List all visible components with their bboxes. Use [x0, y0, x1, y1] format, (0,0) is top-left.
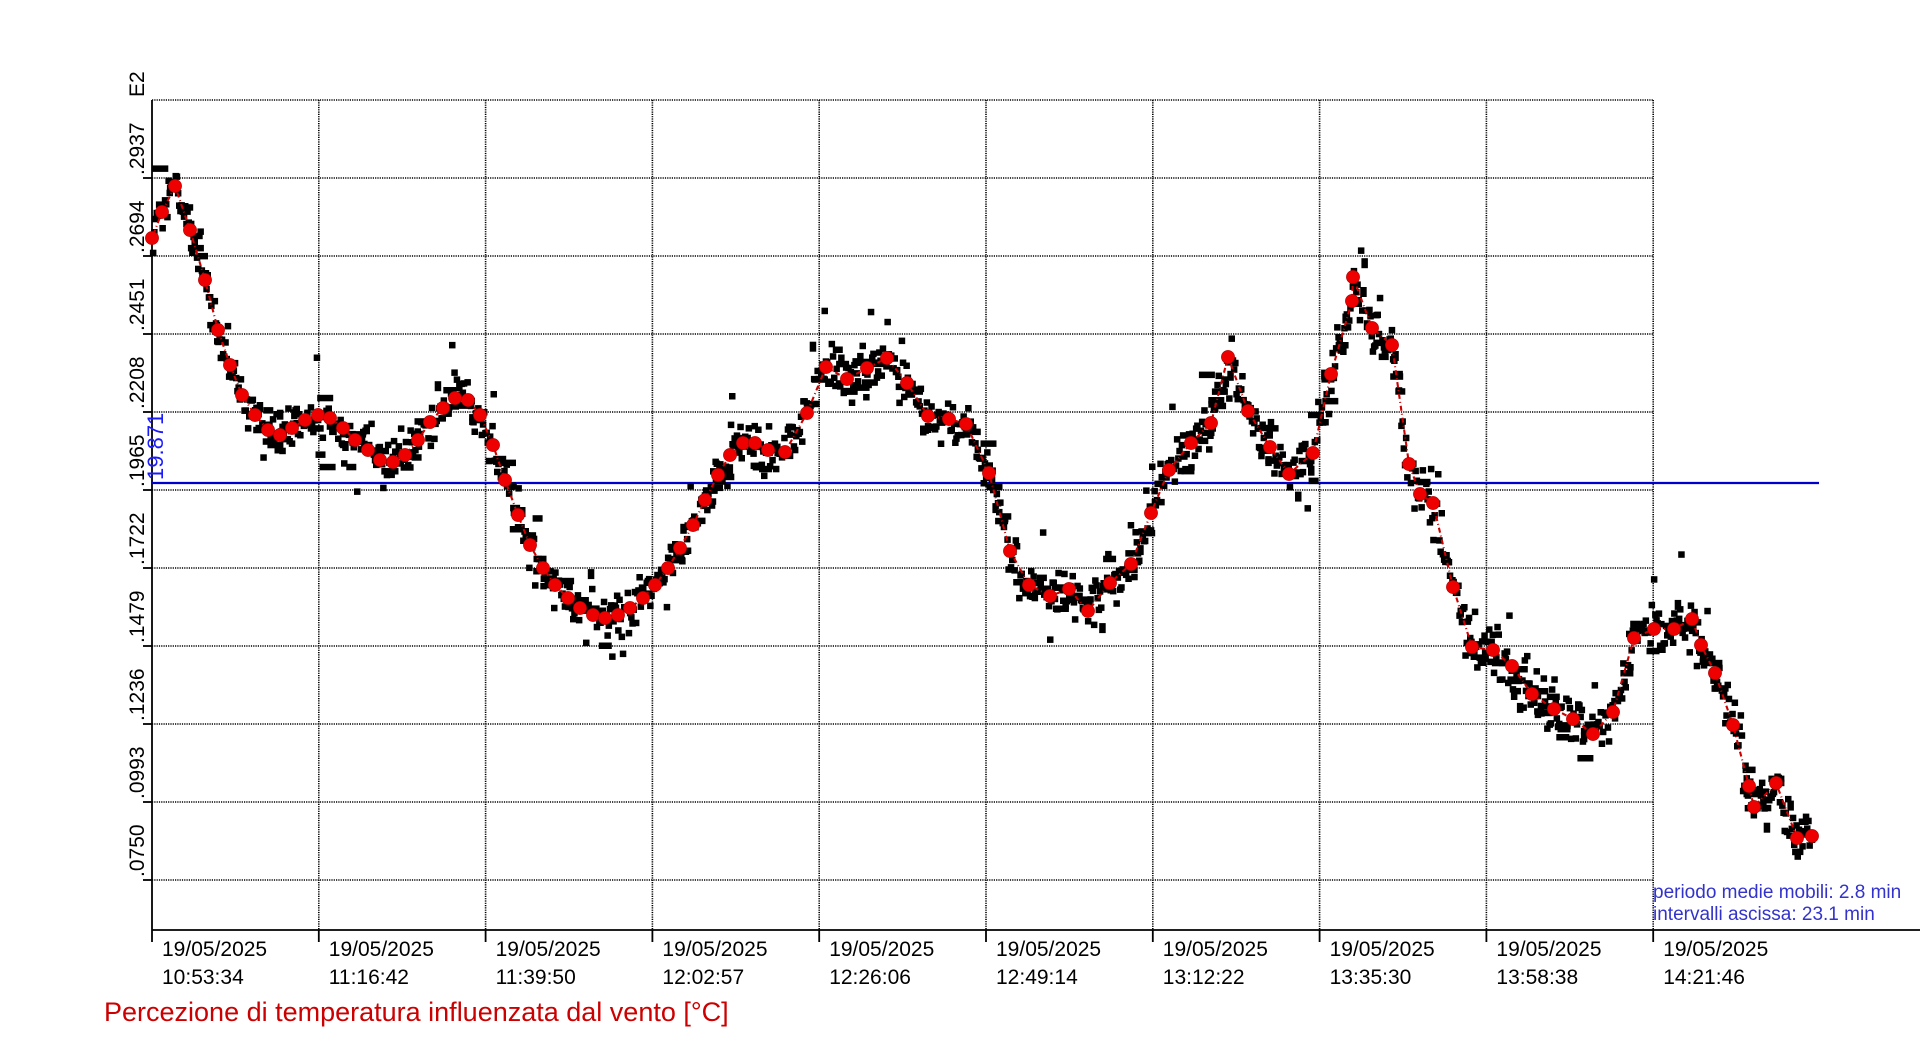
svg-text:12:26:06: 12:26:06 — [829, 966, 911, 989]
svg-text:11:39:50: 11:39:50 — [496, 966, 576, 989]
svg-text:.1236: .1236 — [126, 668, 149, 721]
svg-text:19/05/2025: 19/05/2025 — [996, 938, 1101, 961]
svg-text:.2937: .2937 — [126, 122, 149, 175]
svg-text:.2694: .2694 — [126, 200, 149, 253]
svg-text:.2451: .2451 — [126, 278, 149, 331]
svg-text:19/05/2025: 19/05/2025 — [829, 938, 934, 961]
svg-text:19/05/2025: 19/05/2025 — [662, 938, 767, 961]
svg-text:19.871: 19.871 — [143, 413, 168, 480]
svg-text:.1722: .1722 — [126, 512, 149, 565]
svg-text:E2: E2 — [126, 71, 149, 97]
svg-text:10:53:34: 10:53:34 — [162, 966, 244, 989]
svg-text:14:21:46: 14:21:46 — [1663, 966, 1745, 989]
svg-text:19/05/2025: 19/05/2025 — [162, 938, 267, 961]
svg-text:.2208: .2208 — [126, 356, 149, 409]
svg-text:13:35:30: 13:35:30 — [1330, 966, 1412, 989]
svg-text:periodo medie mobili: 2.8 min: periodo medie mobili: 2.8 min — [1653, 882, 1901, 903]
svg-text:.0993: .0993 — [126, 746, 149, 799]
svg-text:12:02:57: 12:02:57 — [662, 966, 744, 989]
svg-text:19/05/2025: 19/05/2025 — [1330, 938, 1435, 961]
svg-text:Percezione di temperatura infl: Percezione di temperatura influenzata da… — [104, 997, 729, 1027]
svg-text:.1479: .1479 — [126, 590, 149, 643]
svg-text:13:58:38: 13:58:38 — [1496, 966, 1578, 989]
svg-text:12:49:14: 12:49:14 — [996, 966, 1078, 989]
svg-text:.0750: .0750 — [126, 824, 149, 877]
svg-text:19/05/2025: 19/05/2025 — [1663, 938, 1768, 961]
svg-text:19/05/2025: 19/05/2025 — [496, 938, 601, 961]
svg-text:11:16:42: 11:16:42 — [329, 966, 409, 989]
svg-text:19/05/2025: 19/05/2025 — [1496, 938, 1601, 961]
svg-text:intervalli ascissa: 23.1 min: intervalli ascissa: 23.1 min — [1653, 904, 1875, 925]
svg-text:19/05/2025: 19/05/2025 — [329, 938, 434, 961]
svg-text:13:12:22: 13:12:22 — [1163, 966, 1245, 989]
svg-text:19/05/2025: 19/05/2025 — [1163, 938, 1268, 961]
